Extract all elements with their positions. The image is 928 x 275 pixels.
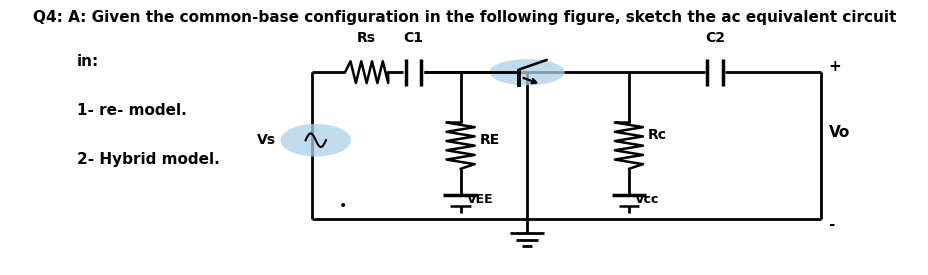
- Text: Rc: Rc: [647, 128, 666, 142]
- Text: RE: RE: [479, 133, 499, 147]
- Text: -: -: [828, 217, 834, 232]
- Text: Q4: A: Given the common-base configuration in the following figure, sketch the a: Q4: A: Given the common-base configurati…: [32, 10, 896, 24]
- Text: Vo: Vo: [828, 125, 849, 139]
- Text: Vs: Vs: [256, 133, 276, 147]
- Text: C2: C2: [704, 31, 724, 45]
- Text: VEE: VEE: [467, 193, 493, 206]
- Ellipse shape: [280, 124, 351, 156]
- Text: in:: in:: [77, 54, 99, 69]
- Text: 2- Hybrid model.: 2- Hybrid model.: [77, 152, 220, 167]
- Text: Vcc: Vcc: [635, 193, 659, 206]
- Text: +: +: [828, 59, 841, 74]
- Text: Rs: Rs: [356, 31, 376, 45]
- Text: C1: C1: [403, 31, 423, 45]
- Text: •: •: [339, 199, 347, 213]
- Circle shape: [489, 59, 564, 85]
- Text: 1- re- model.: 1- re- model.: [77, 103, 187, 118]
